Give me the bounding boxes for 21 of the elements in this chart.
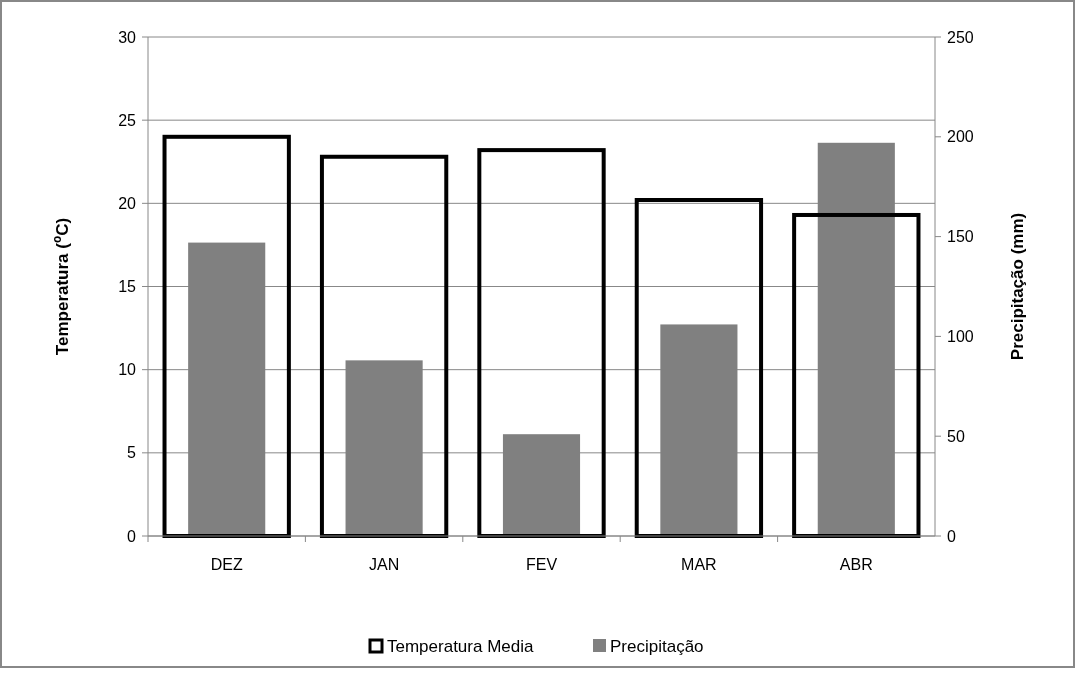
x-tick-label: ABR xyxy=(839,556,873,573)
y-tick-label: 5 xyxy=(127,444,137,462)
x-tick-label: DEZ xyxy=(210,556,243,573)
y2-tick-label: 50 xyxy=(947,427,965,445)
y2-tick-label: 150 xyxy=(947,228,974,246)
y-tick-label: 10 xyxy=(118,361,137,379)
x-tick-label: JAN xyxy=(368,556,400,573)
y-tick-label: 20 xyxy=(118,194,137,212)
x-tick-label: MAR xyxy=(681,556,717,573)
y-tick-label: 0 xyxy=(127,527,137,545)
legend-label: Precipitação xyxy=(610,636,704,656)
y2-tick-label: 0 xyxy=(947,527,956,545)
y-tick-label: 15 xyxy=(118,278,137,296)
y2-tick-label: 100 xyxy=(947,328,974,345)
y-tick-label: 25 xyxy=(118,111,137,129)
x-tick-label: FEV xyxy=(525,556,558,573)
y-tick-label: 30 xyxy=(118,28,137,46)
y2-axis-title: Precipitação (mm) xyxy=(1008,212,1027,361)
y2-tick-label: 250 xyxy=(947,28,974,46)
y2-tick-label: 200 xyxy=(947,128,974,146)
legend-label: Temperatura Media xyxy=(387,636,534,656)
